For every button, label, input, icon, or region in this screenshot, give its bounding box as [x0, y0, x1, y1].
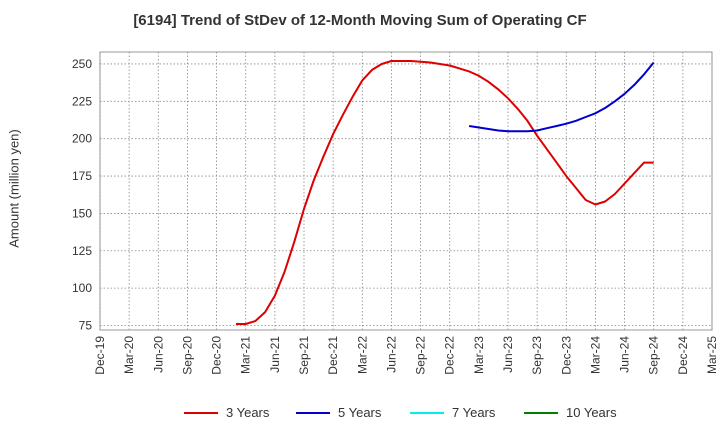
y-tick-label: 200 — [72, 132, 92, 146]
plot-area — [99, 51, 713, 331]
x-tick-label: Sep-23 — [530, 336, 544, 375]
legend-label-7-years: 7 Years — [452, 405, 496, 420]
x-tick-label: Jun-23 — [501, 336, 515, 373]
x-tick-label: Dec-21 — [326, 336, 340, 375]
x-tick-label: Mar-22 — [355, 336, 369, 374]
x-tick-label: Dec-20 — [210, 336, 224, 375]
x-tick-label: Jun-20 — [151, 336, 165, 373]
y-tick-label: 150 — [72, 206, 92, 220]
legend-item-10-years: 10 Years — [524, 405, 617, 420]
y-tick-label: 100 — [72, 281, 92, 295]
x-tick-label: Jun-24 — [618, 336, 632, 373]
x-tick-label: Dec-23 — [559, 336, 573, 375]
x-tick-label: Mar-20 — [122, 336, 136, 374]
legend-label-10-years: 10 Years — [566, 405, 617, 420]
series-line-5-years — [468, 61, 655, 133]
legend-label-5-years: 5 Years — [338, 405, 382, 420]
y-tick-label: 250 — [72, 57, 92, 71]
y-tick-label: 75 — [79, 319, 93, 333]
x-tick-label: Dec-19 — [93, 336, 107, 375]
series-line-3-years — [236, 60, 654, 325]
legend-swatch-5-years — [296, 411, 330, 414]
x-tick-label: Mar-25 — [705, 336, 719, 374]
y-tick-label: 225 — [72, 94, 92, 108]
legend-label-3-years: 3 Years — [226, 405, 270, 420]
x-tick-label: Dec-22 — [443, 336, 457, 375]
x-tick-label: Sep-22 — [414, 336, 428, 375]
legend-swatch-3-years — [184, 411, 218, 414]
x-tick-label: Mar-24 — [588, 336, 602, 374]
x-tick-label: Dec-24 — [676, 336, 690, 375]
legend-swatch-7-years — [410, 411, 444, 414]
legend-item-3-years: 3 Years — [184, 405, 269, 420]
chart-title: [6194] Trend of StDev of 12-Month Moving… — [133, 12, 587, 29]
x-tick-label: Jun-21 — [268, 336, 282, 373]
legend-swatch-10-years — [524, 411, 558, 414]
y-tick-label: 175 — [72, 169, 92, 183]
x-tick-label: Jun-22 — [384, 336, 398, 373]
y-tick-label: 125 — [72, 244, 92, 258]
x-tick-label: Sep-20 — [180, 336, 194, 375]
legend-item-7-years: 7 Years — [410, 405, 495, 420]
x-tick-label: Mar-23 — [472, 336, 486, 374]
legend-item-5-years: 5 Years — [296, 405, 381, 420]
legend: 3 Years 5 Years 7 Years 10 Years — [0, 405, 720, 425]
x-tick-label: Sep-21 — [297, 336, 311, 375]
x-tick-label: Sep-24 — [647, 336, 661, 375]
x-tick-label: Mar-21 — [239, 336, 253, 374]
